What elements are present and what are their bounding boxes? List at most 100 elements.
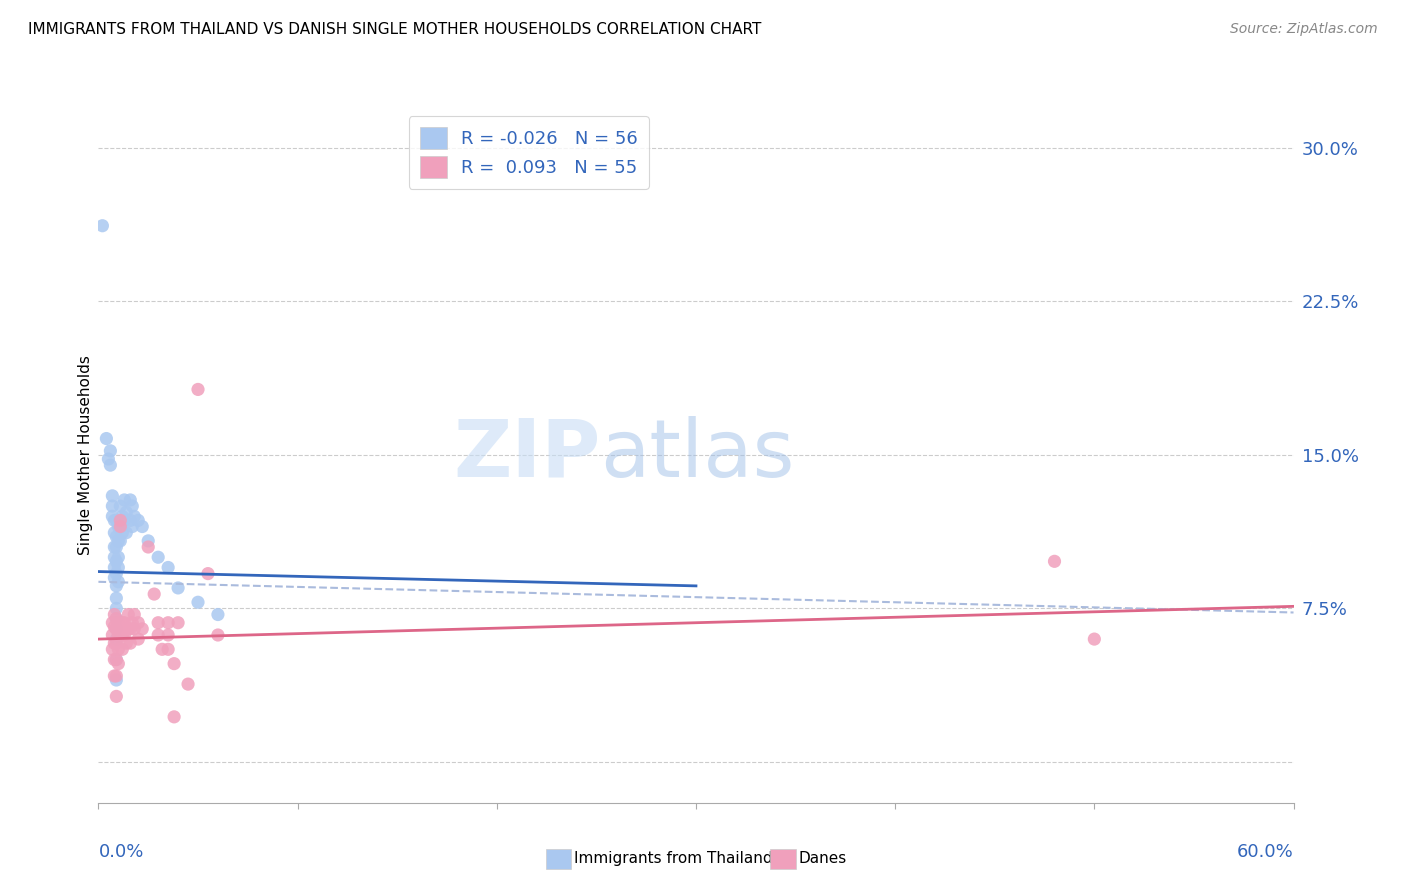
Point	[111, 615, 134, 630]
Point	[1083, 632, 1105, 646]
Point	[101, 489, 124, 503]
Point	[127, 615, 149, 630]
Point	[103, 571, 125, 585]
Point	[105, 673, 128, 687]
Point	[157, 642, 180, 657]
Text: IMMIGRANTS FROM THAILAND VS DANISH SINGLE MOTHER HOUSEHOLDS CORRELATION CHART: IMMIGRANTS FROM THAILAND VS DANISH SINGL…	[28, 22, 762, 37]
Point	[115, 505, 138, 519]
Point	[167, 581, 190, 595]
Point	[103, 550, 125, 565]
Point	[131, 519, 153, 533]
Point	[110, 513, 132, 527]
Point	[163, 710, 186, 724]
Point	[103, 669, 125, 683]
Text: 0.0%: 0.0%	[98, 843, 143, 861]
Point	[148, 550, 170, 565]
Point	[157, 615, 180, 630]
Point	[103, 607, 125, 622]
Point	[111, 628, 134, 642]
Text: atlas: atlas	[600, 416, 794, 494]
Point	[105, 669, 128, 683]
Point	[150, 642, 173, 657]
Point	[100, 443, 122, 458]
Point	[120, 622, 142, 636]
Point	[105, 540, 128, 554]
Point	[177, 677, 200, 691]
Point	[120, 636, 142, 650]
Point	[101, 499, 124, 513]
Point	[105, 579, 128, 593]
Point	[107, 657, 129, 671]
Point	[107, 615, 129, 630]
Text: Danes: Danes	[799, 851, 846, 865]
Point	[103, 636, 125, 650]
Point	[112, 492, 135, 507]
Point	[115, 636, 138, 650]
Point	[136, 533, 159, 548]
Point	[105, 612, 128, 626]
Point	[101, 628, 124, 642]
Point	[96, 432, 118, 446]
Point	[127, 513, 149, 527]
Point	[103, 540, 125, 554]
Point	[103, 620, 125, 634]
Point	[117, 622, 139, 636]
Point	[121, 519, 143, 533]
Text: 60.0%: 60.0%	[1237, 843, 1294, 861]
Point	[105, 636, 128, 650]
Point	[107, 533, 129, 548]
Point	[121, 499, 143, 513]
Point	[112, 513, 135, 527]
Point	[163, 657, 186, 671]
Point	[103, 513, 125, 527]
Point	[101, 615, 124, 630]
Point	[111, 642, 134, 657]
Point	[107, 519, 129, 533]
Point	[110, 499, 132, 513]
Point	[148, 615, 170, 630]
Text: ZIP: ZIP	[453, 416, 600, 494]
Point	[124, 509, 146, 524]
Point	[105, 566, 128, 581]
Point	[103, 525, 125, 540]
Point	[115, 525, 138, 540]
Point	[105, 513, 128, 527]
Point	[1043, 554, 1066, 568]
Point	[105, 652, 128, 666]
Y-axis label: Single Mother Households: Single Mother Households	[77, 355, 93, 555]
Point	[101, 509, 124, 524]
Text: Source: ZipAtlas.com: Source: ZipAtlas.com	[1230, 22, 1378, 37]
Point	[112, 628, 135, 642]
Point	[136, 540, 159, 554]
Point	[105, 690, 128, 704]
Point	[103, 652, 125, 666]
Point	[91, 219, 114, 233]
Point	[105, 652, 128, 666]
Point	[120, 492, 142, 507]
Point	[107, 560, 129, 574]
Point	[124, 607, 146, 622]
Point	[105, 601, 128, 615]
Point	[103, 560, 125, 574]
Point	[207, 628, 229, 642]
Legend: R = -0.026   N = 56, R =  0.093   N = 55: R = -0.026 N = 56, R = 0.093 N = 55	[409, 116, 648, 189]
Point	[117, 607, 139, 622]
Point	[120, 513, 142, 527]
Point	[187, 383, 209, 397]
Point	[101, 642, 124, 657]
Point	[105, 554, 128, 568]
Point	[148, 628, 170, 642]
Point	[197, 566, 219, 581]
Point	[143, 587, 166, 601]
Point	[111, 525, 134, 540]
Point	[107, 628, 129, 642]
Point	[97, 452, 120, 467]
Point	[110, 519, 132, 533]
Point	[112, 615, 135, 630]
Point	[124, 622, 146, 636]
Point	[100, 458, 122, 472]
Point	[105, 591, 128, 606]
Point	[110, 533, 132, 548]
Text: Immigrants from Thailand: Immigrants from Thailand	[574, 851, 772, 865]
Point	[127, 632, 149, 646]
